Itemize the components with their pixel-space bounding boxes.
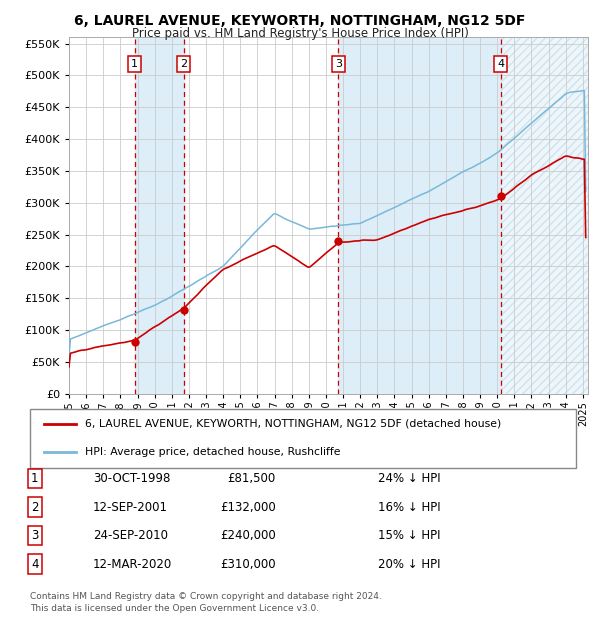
Text: 1: 1 (131, 59, 138, 69)
Text: £310,000: £310,000 (220, 558, 276, 570)
Text: 3: 3 (31, 529, 38, 542)
Text: 12-SEP-2001: 12-SEP-2001 (93, 501, 168, 513)
FancyBboxPatch shape (30, 409, 576, 468)
Text: Price paid vs. HM Land Registry's House Price Index (HPI): Price paid vs. HM Land Registry's House … (131, 27, 469, 40)
Text: 1: 1 (31, 472, 38, 485)
Bar (338, 37, 500, 394)
Bar (500, 37, 588, 394)
Text: 30-OCT-1998: 30-OCT-1998 (93, 472, 170, 485)
Text: 6, LAUREL AVENUE, KEYWORTH, NOTTINGHAM, NG12 5DF (detached house): 6, LAUREL AVENUE, KEYWORTH, NOTTINGHAM, … (85, 419, 501, 429)
Text: 20% ↓ HPI: 20% ↓ HPI (378, 558, 440, 570)
Text: 2: 2 (31, 501, 38, 513)
Bar (134, 37, 184, 394)
Text: 24-SEP-2010: 24-SEP-2010 (93, 529, 168, 542)
Text: 12-MAR-2020: 12-MAR-2020 (93, 558, 172, 570)
Text: 16% ↓ HPI: 16% ↓ HPI (378, 501, 440, 513)
Text: 24% ↓ HPI: 24% ↓ HPI (378, 472, 440, 485)
Text: 2: 2 (180, 59, 187, 69)
Text: 4: 4 (31, 558, 38, 570)
Text: 4: 4 (497, 59, 504, 69)
Text: Contains HM Land Registry data © Crown copyright and database right 2024.
This d: Contains HM Land Registry data © Crown c… (30, 591, 382, 613)
Text: £240,000: £240,000 (220, 529, 276, 542)
Text: 15% ↓ HPI: 15% ↓ HPI (378, 529, 440, 542)
Text: HPI: Average price, detached house, Rushcliffe: HPI: Average price, detached house, Rush… (85, 446, 340, 456)
Text: £81,500: £81,500 (228, 472, 276, 485)
Text: 6, LAUREL AVENUE, KEYWORTH, NOTTINGHAM, NG12 5DF: 6, LAUREL AVENUE, KEYWORTH, NOTTINGHAM, … (74, 14, 526, 28)
Text: 3: 3 (335, 59, 342, 69)
Text: £132,000: £132,000 (220, 501, 276, 513)
